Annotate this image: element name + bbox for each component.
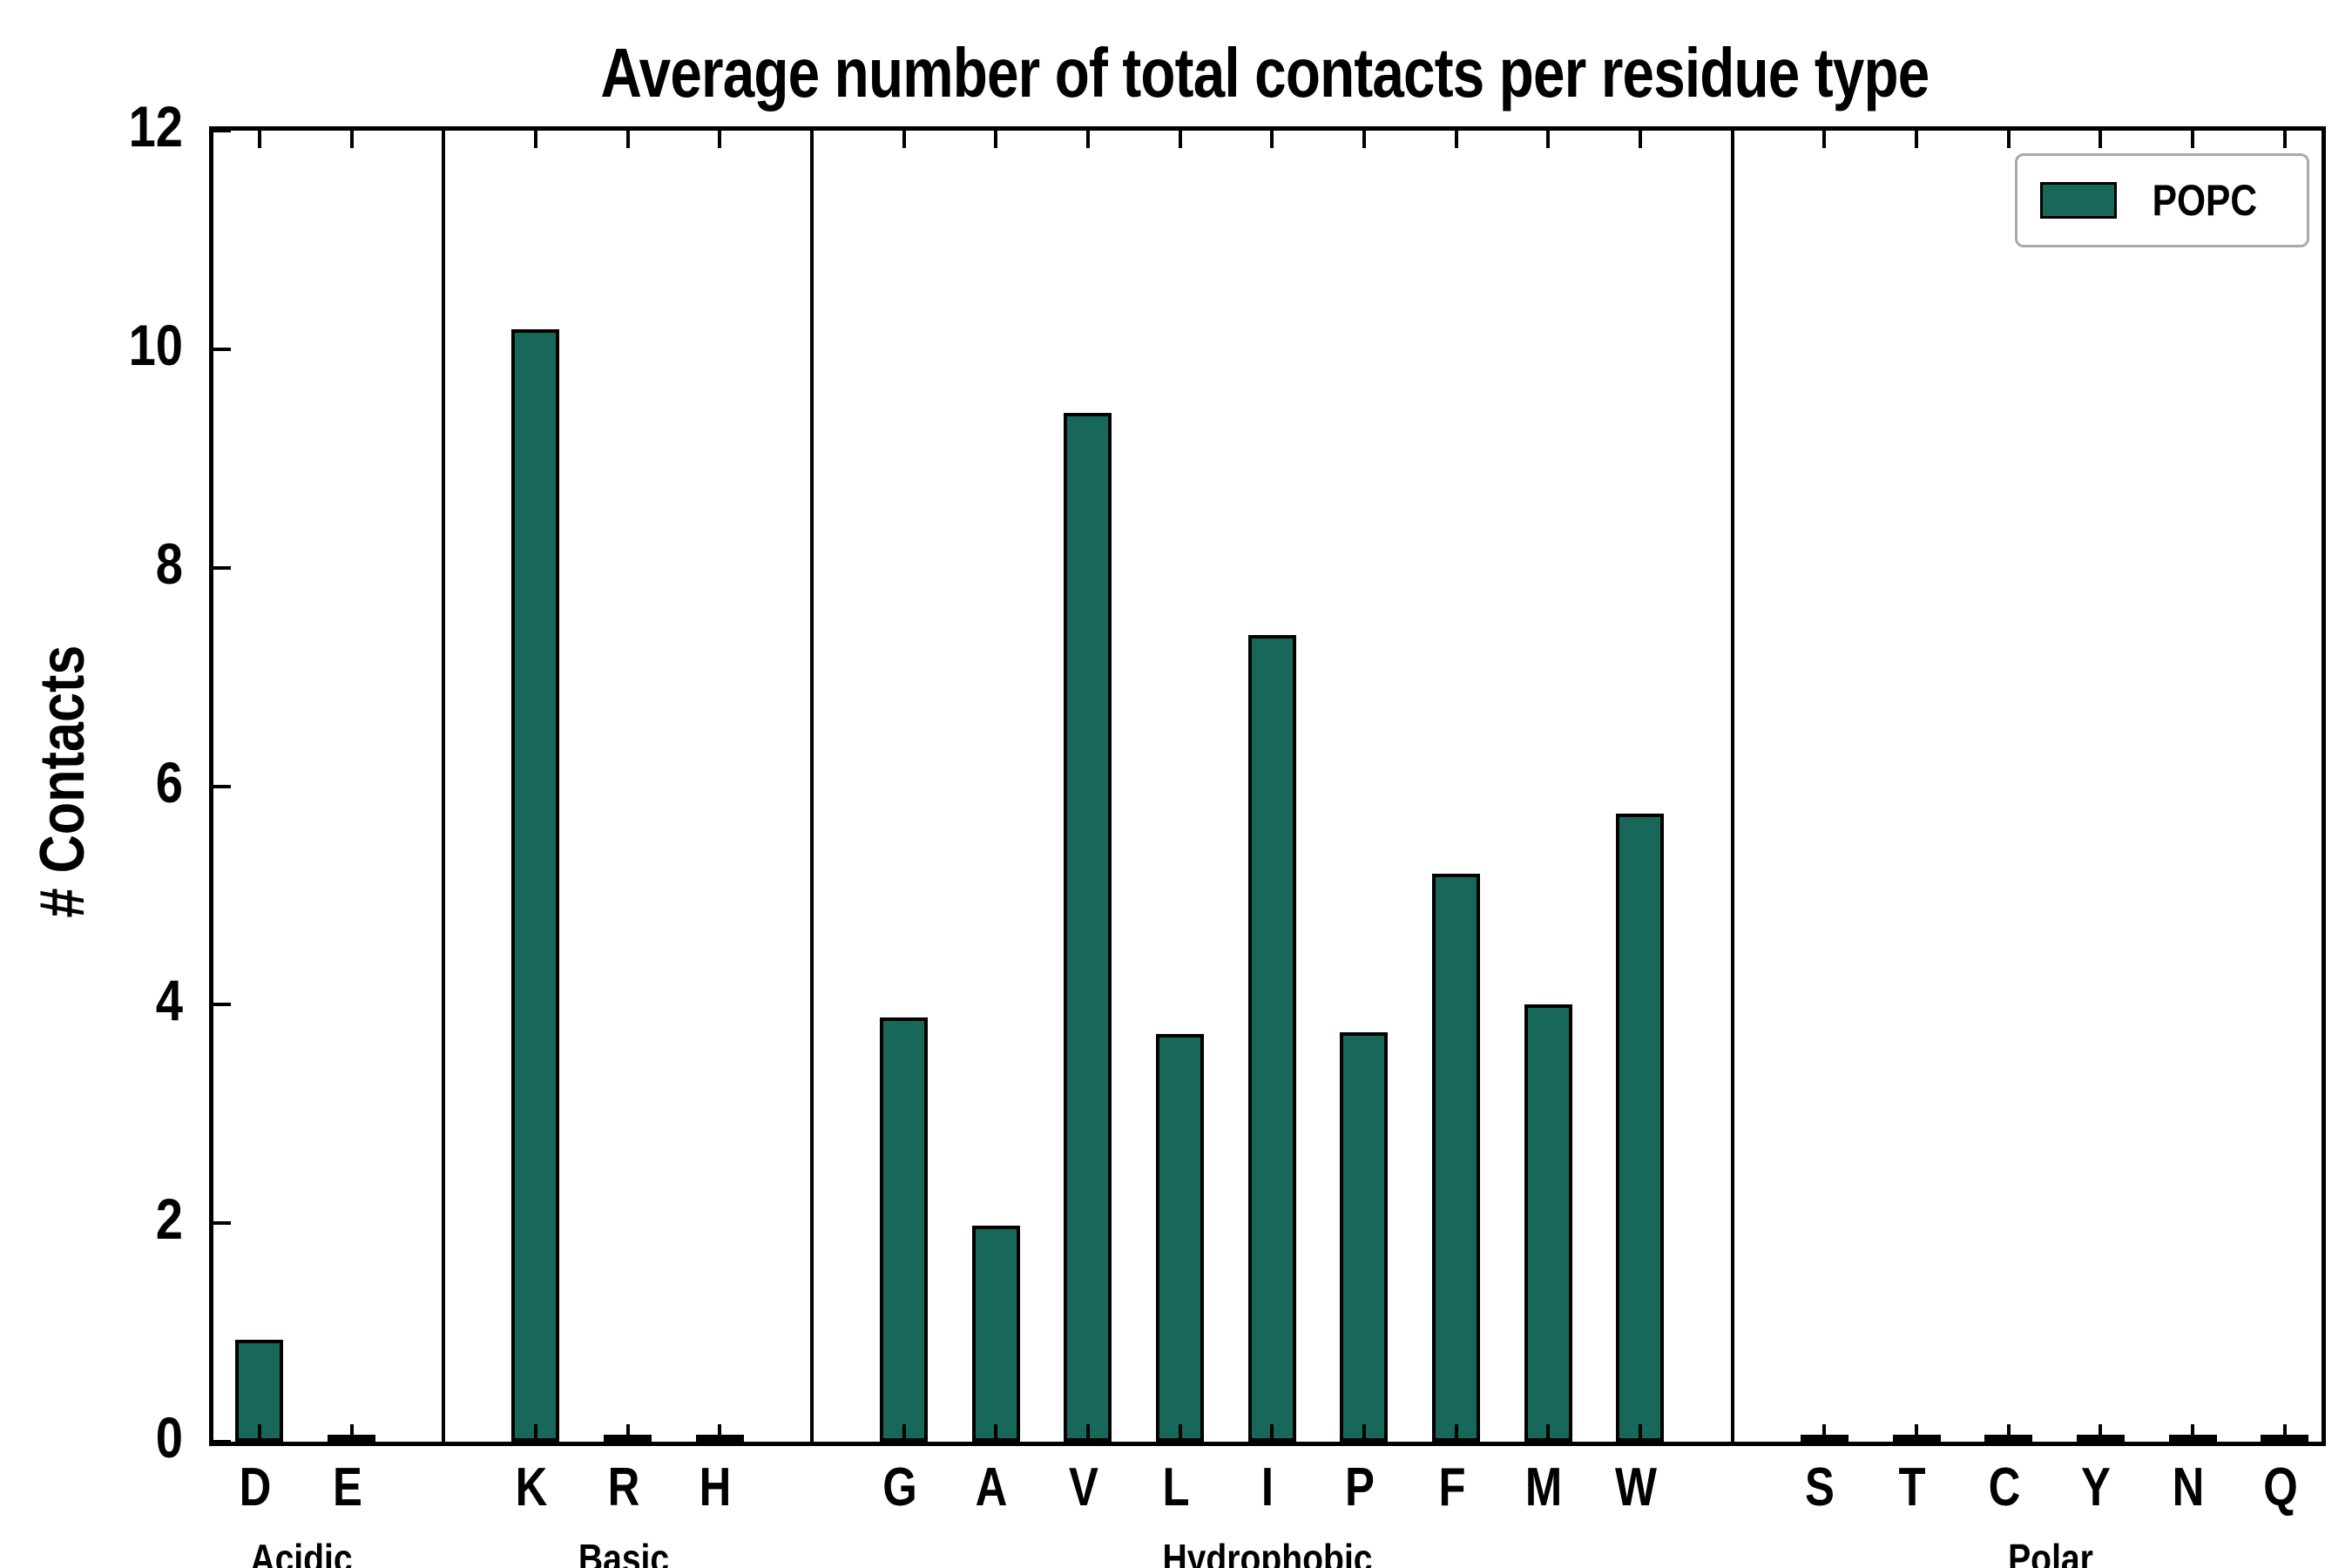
x-tick-label-P: P [1344,1457,1375,1517]
x-tick-label-M: M [1525,1457,1563,1517]
x-tick-label-W: W [1614,1457,1657,1517]
x-tick-top-C [2006,131,2011,148]
group-separator-line [442,131,446,1442]
x-tick-label-I: I [1261,1457,1274,1517]
x-tick-bottom-N [2191,1424,2195,1442]
x-tick-top-I [1270,131,1274,148]
bar-A [971,1225,1020,1442]
y-tick-10 [213,347,231,351]
y-tick-label-8: 8 [155,531,183,596]
group-separator-line [1730,131,1734,1442]
y-tick-0 [213,1440,231,1443]
x-tick-top-N [2191,131,2195,148]
x-tick-bottom-H [718,1424,722,1442]
x-tick-top-V [1085,131,1090,148]
x-tick-bottom-P [1362,1424,1366,1442]
x-tick-label-R: R [607,1457,639,1517]
x-tick-label-Y: Y [2081,1457,2112,1517]
x-tick-bottom-L [1178,1424,1182,1442]
x-tick-label-Q: Q [2262,1457,2298,1517]
x-tick-label-V: V [1068,1457,1098,1517]
y-tick-2 [213,1221,231,1226]
x-tick-label-H: H [699,1457,732,1517]
y-tick-label-2: 2 [155,1186,183,1252]
x-tick-bottom-W [1638,1424,1642,1442]
bar-M [1524,1004,1572,1442]
group-label-hydrophobic: Hydrophobic [1162,1536,1373,1568]
plot-area: POPC [209,126,2326,1446]
x-tick-label-F: F [1438,1457,1466,1517]
group-label-acidic: Acidic [250,1536,353,1568]
x-tick-top-P [1362,131,1366,148]
x-tick-bottom-G [902,1424,906,1442]
x-tick-top-A [994,131,998,148]
group-label-polar: Polar [2007,1536,2093,1568]
bar-G [880,1017,929,1442]
chart-title: Average number of total contacts per res… [600,34,1930,112]
legend-popc-swatch [2040,182,2118,219]
x-tick-top-F [1454,131,1458,148]
x-tick-top-E [349,131,354,148]
x-tick-top-S [1822,131,1827,148]
x-tick-top-D [257,131,261,148]
y-tick-8 [213,565,231,570]
x-tick-bottom-D [257,1424,261,1442]
group-separator-line [809,131,814,1442]
x-tick-bottom-C [2006,1424,2011,1442]
bar-V [1064,412,1112,1442]
bar-L [1156,1034,1205,1442]
y-tick-label-4: 4 [155,968,183,1033]
x-tick-top-L [1178,131,1182,148]
x-tick-label-E: E [332,1457,362,1517]
x-tick-label-C: C [1988,1457,2021,1517]
x-tick-label-S: S [1805,1457,1835,1517]
x-tick-top-Y [2099,131,2103,148]
x-tick-label-L: L [1162,1457,1190,1517]
y-tick-label-12: 12 [128,94,183,159]
x-tick-bottom-Y [2099,1424,2103,1442]
x-tick-bottom-E [349,1424,354,1442]
x-tick-label-G: G [882,1457,917,1517]
x-tick-bottom-M [1546,1424,1551,1442]
x-tick-bottom-R [625,1424,630,1442]
x-tick-top-M [1546,131,1551,148]
x-tick-label-N: N [2172,1457,2205,1517]
bar-P [1340,1031,1389,1442]
x-tick-label-T: T [1898,1457,1926,1517]
x-tick-bottom-I [1270,1424,1274,1442]
legend: POPC [2015,153,2309,247]
y-tick-label-10: 10 [128,312,183,377]
y-tick-label-0: 0 [155,1405,183,1470]
bar-K [511,329,560,1442]
x-tick-label-D: D [239,1457,272,1517]
x-tick-bottom-S [1822,1424,1827,1442]
x-tick-bottom-Q [2282,1424,2287,1442]
x-tick-top-T [1915,131,1919,148]
group-label-basic: Basic [578,1536,669,1568]
y-tick-6 [213,784,231,788]
x-tick-top-R [625,131,630,148]
bar-F [1432,873,1481,1442]
bar-I [1247,635,1296,1442]
x-tick-label-A: A [975,1457,1008,1517]
x-tick-top-G [902,131,906,148]
x-tick-top-W [1638,131,1642,148]
x-tick-bottom-A [994,1424,998,1442]
x-tick-bottom-T [1915,1424,1919,1442]
y-tick-12 [213,129,231,132]
y-tick-label-6: 6 [155,749,183,814]
x-tick-bottom-F [1454,1424,1458,1442]
x-tick-top-K [533,131,537,148]
x-tick-bottom-K [533,1424,537,1442]
y-tick-4 [213,1003,231,1007]
x-tick-label-K: K [515,1457,548,1517]
legend-popc-label: POPC [2152,176,2258,225]
x-tick-top-H [718,131,722,148]
bar-W [1616,813,1665,1442]
x-tick-bottom-V [1085,1424,1090,1442]
x-tick-top-Q [2282,131,2287,148]
